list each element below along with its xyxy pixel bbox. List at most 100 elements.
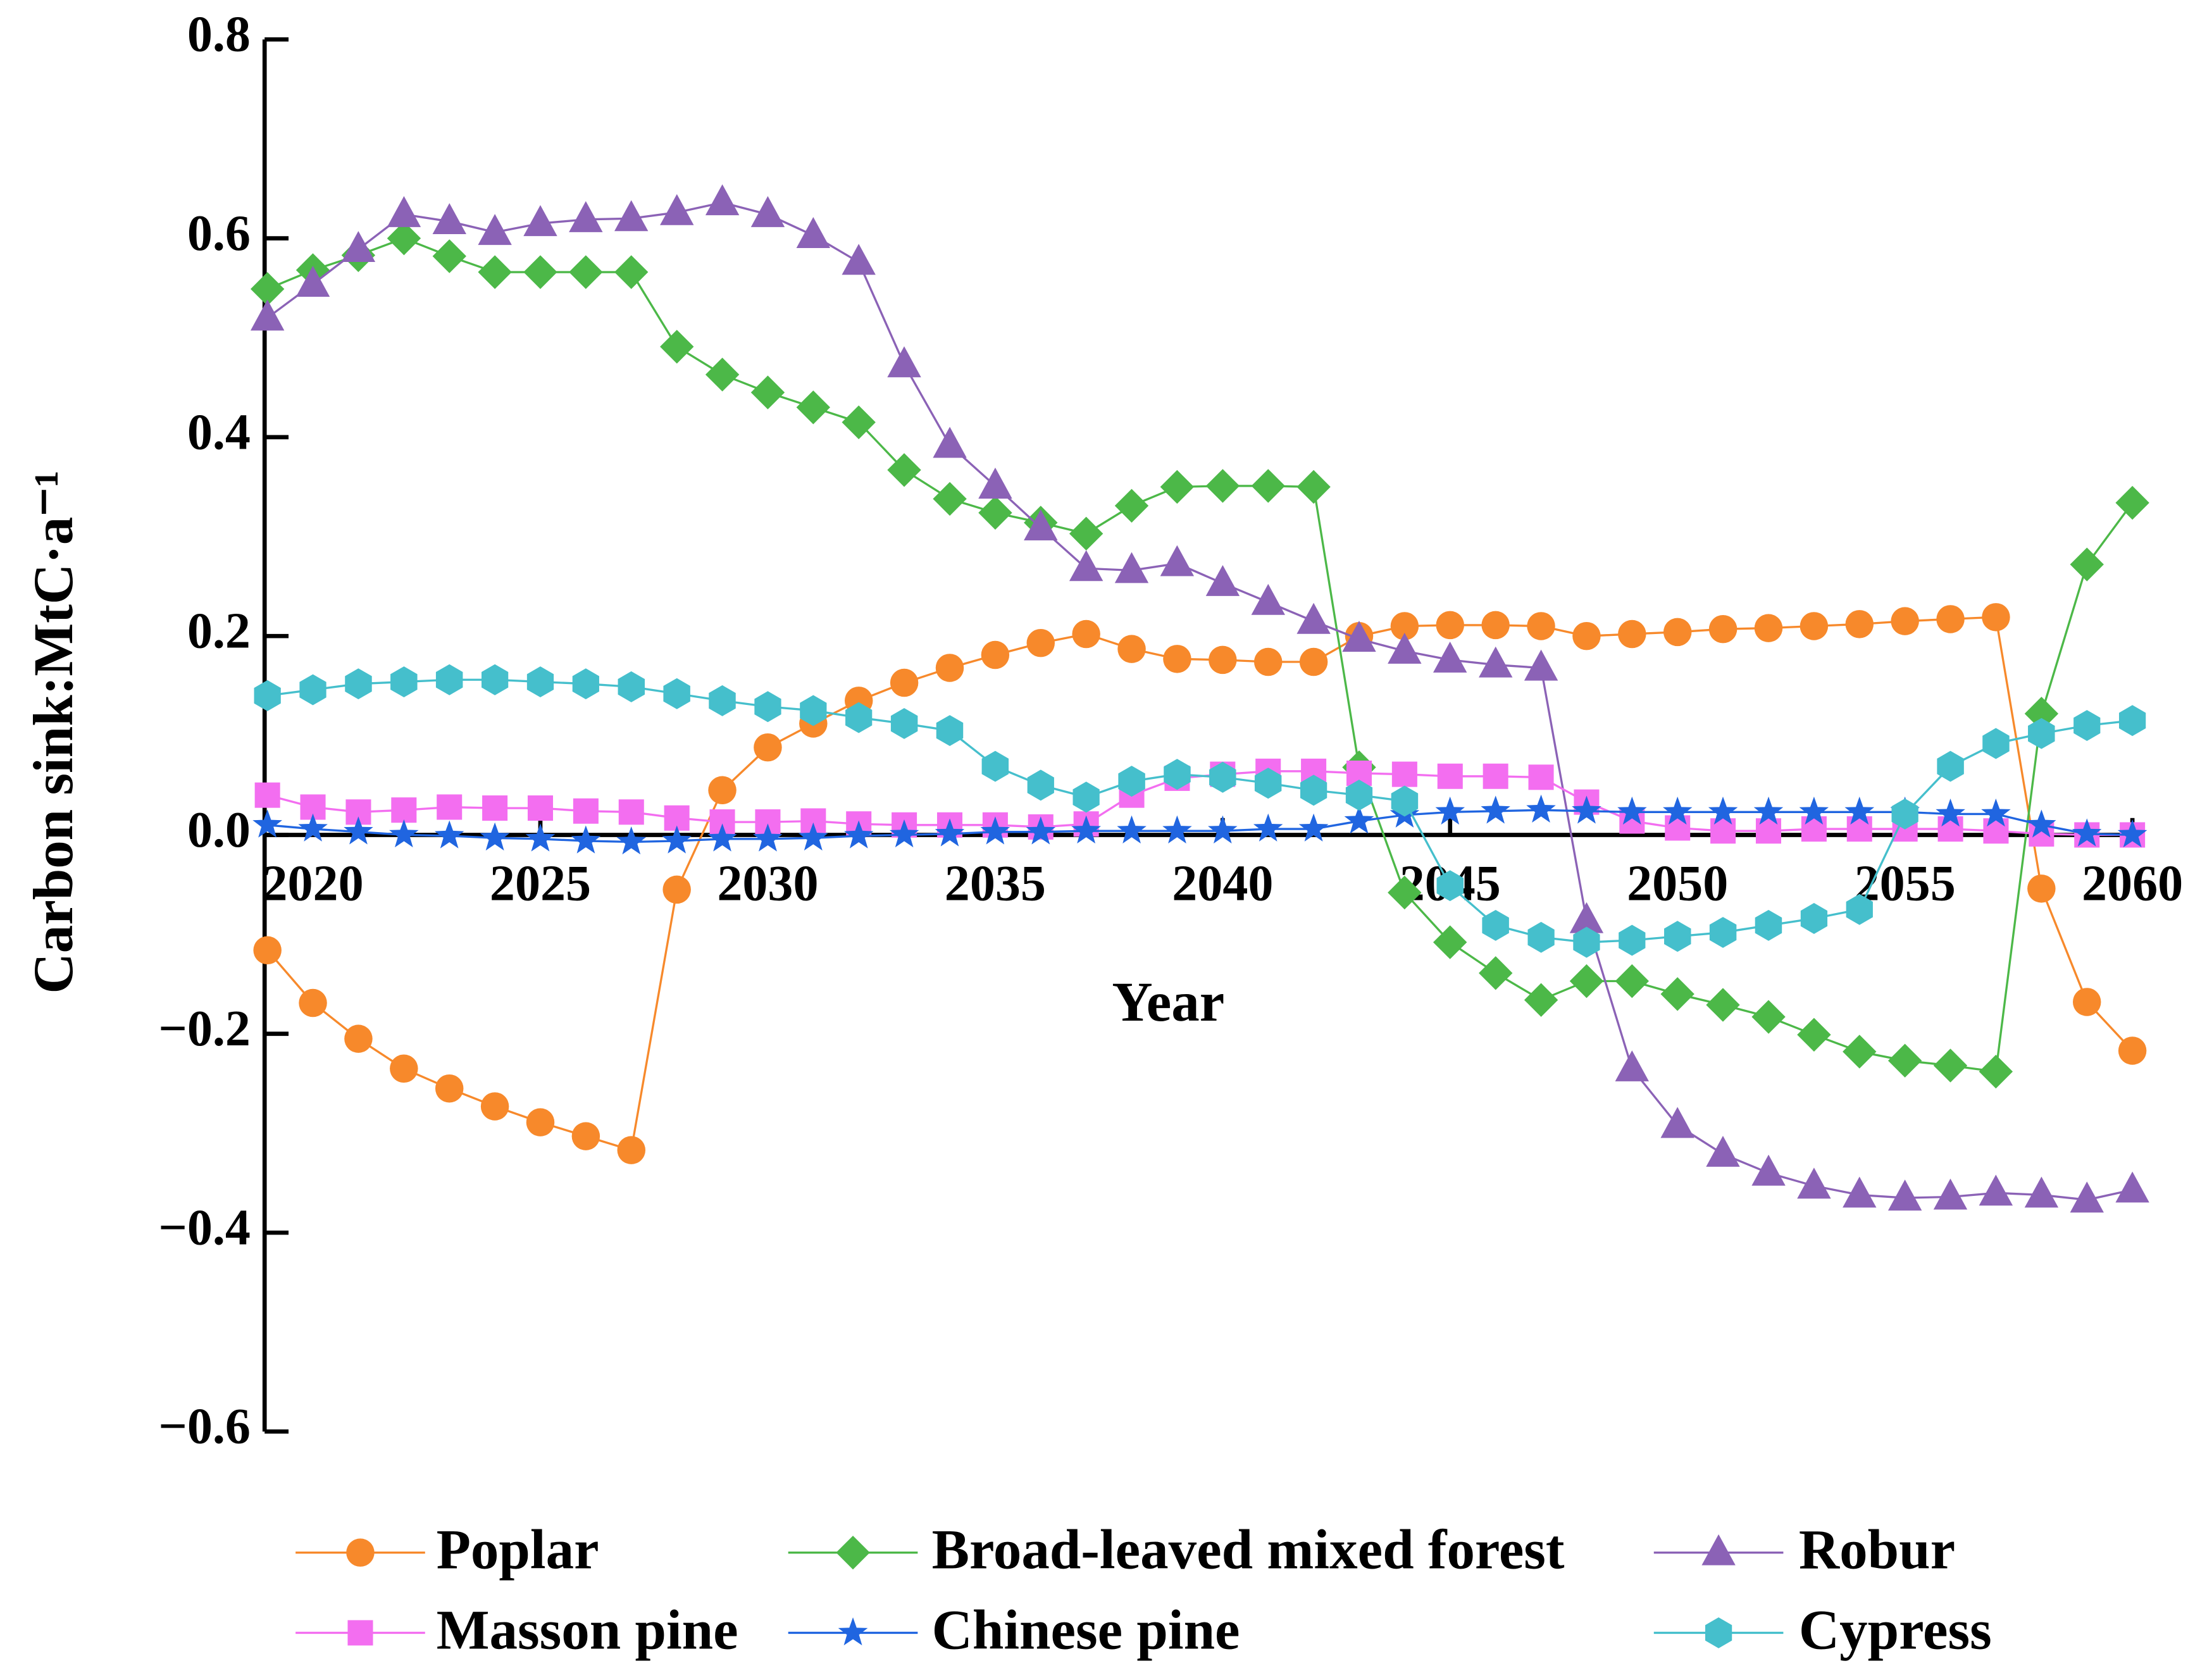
data-point [1391, 761, 1417, 787]
data-point [1437, 763, 1463, 789]
data-point [526, 1108, 555, 1136]
data-point [435, 1074, 464, 1103]
y-tick-label: 0.4 [187, 404, 251, 460]
data-point [527, 795, 554, 821]
data-point [254, 782, 280, 808]
data-point [1933, 1178, 1968, 1210]
data-point [1569, 902, 1604, 933]
data-point [571, 825, 601, 854]
x-tick-label: 2050 [1627, 856, 1728, 911]
data-point [707, 823, 737, 852]
data-point [1706, 1135, 1740, 1167]
data-point [523, 255, 557, 289]
data-point [2072, 818, 2102, 847]
data-point [1391, 785, 1419, 817]
data-point [708, 776, 737, 805]
data-point [1251, 583, 1285, 615]
data-point [1887, 1179, 1922, 1211]
data-point [1937, 750, 1964, 782]
data-point [1710, 818, 1736, 844]
data-point [2027, 809, 2056, 838]
data-point [1298, 813, 1329, 842]
data-point [1800, 903, 1828, 934]
x-tick-label: 2020 [262, 856, 363, 911]
data-point [1209, 761, 1236, 793]
data-point [709, 685, 736, 716]
data-point [1799, 796, 1829, 825]
data-point [2024, 1176, 2059, 1208]
data-point [344, 816, 373, 845]
data-point [978, 495, 1012, 530]
data-point [1117, 635, 1146, 663]
data-point [1254, 768, 1282, 799]
data-point [663, 678, 690, 709]
legend-label: Robur [1799, 1519, 1955, 1581]
data-point [616, 826, 647, 855]
data-point [344, 1024, 373, 1053]
data-point [1979, 1054, 2013, 1089]
data-point [2118, 1036, 2147, 1065]
data-point [890, 707, 918, 739]
data-point [1479, 646, 1513, 678]
data-point [1524, 983, 1558, 1017]
data-point [887, 346, 921, 378]
data-point [432, 239, 466, 273]
data-point [1846, 893, 1873, 925]
data-point [1069, 550, 1104, 582]
data-point [754, 691, 781, 723]
data-point [936, 715, 964, 747]
data-point [935, 818, 965, 847]
data-point [1982, 603, 2010, 632]
data-point [523, 205, 557, 237]
data-point [1071, 815, 1101, 843]
data-point [1483, 763, 1508, 789]
data-point [1665, 815, 1691, 841]
data-point [1072, 619, 1100, 649]
data-point [295, 266, 330, 297]
x-tick-label: 2030 [717, 856, 818, 911]
y-tick-label: −0.2 [158, 1001, 251, 1057]
data-point [2028, 718, 2055, 749]
data-point [980, 816, 1010, 845]
data-point [525, 823, 556, 852]
data-point [1345, 780, 1373, 811]
data-point [390, 666, 418, 698]
data-point [254, 680, 281, 711]
data-point [1891, 798, 1918, 830]
data-point [1797, 1167, 1831, 1199]
data-point [572, 668, 599, 700]
y-tick-label: 0.6 [187, 206, 251, 261]
data-point [1114, 552, 1149, 583]
data-point [981, 640, 1010, 669]
data-point [1797, 1017, 1831, 1052]
data-point [1479, 956, 1513, 990]
data-point [660, 194, 694, 225]
data-point [1846, 816, 1872, 842]
data-point [573, 798, 599, 824]
data-point [1843, 1035, 1877, 1069]
data-point [1114, 488, 1149, 523]
data-point [253, 936, 282, 965]
data-point [614, 255, 649, 289]
data-point [1527, 612, 1555, 640]
data-point [978, 468, 1012, 499]
data-point [480, 1092, 509, 1121]
data-point [754, 733, 782, 762]
data-point [1433, 641, 1467, 673]
data-point [341, 231, 376, 263]
data-point [1936, 798, 1965, 827]
data-point [1251, 469, 1285, 503]
data-point [478, 214, 512, 246]
data-point [387, 196, 421, 227]
data-point [526, 666, 554, 698]
series-line [267, 237, 2134, 1073]
data-point [1388, 632, 1422, 664]
data-point [842, 244, 876, 275]
data-point [1524, 649, 1558, 681]
data-point [1755, 909, 1782, 941]
data-point [662, 875, 691, 904]
data-point [1709, 917, 1737, 949]
data-point [798, 822, 828, 851]
data-point [1205, 564, 1240, 596]
data-point [845, 702, 873, 733]
